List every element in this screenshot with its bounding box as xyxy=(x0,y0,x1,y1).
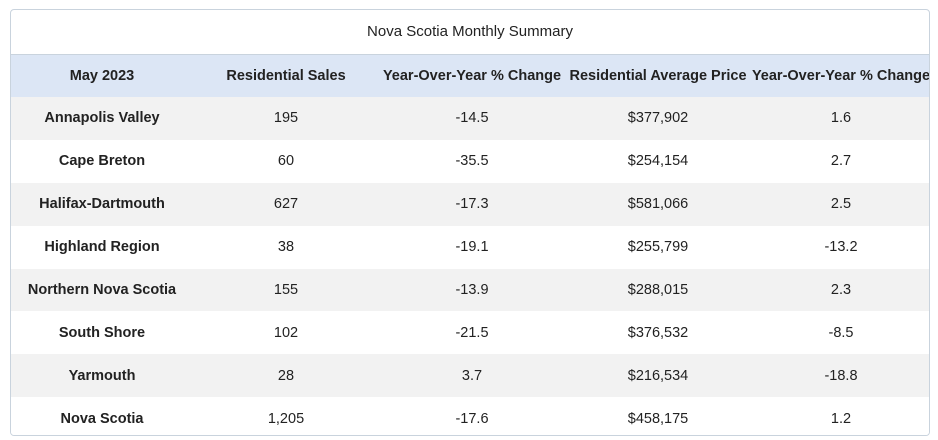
header-average-price: Residential Average Price xyxy=(565,55,751,97)
sales-yoy-cell: -21.5 xyxy=(379,311,565,355)
average-price-cell: $255,799 xyxy=(565,225,751,269)
price-yoy-cell: 2.7 xyxy=(751,139,929,183)
table-row-total: Nova Scotia 1,205 -17.6 $458,175 1.2 xyxy=(11,397,929,435)
table-row: Annapolis Valley 195 -14.5 $377,902 1.6 xyxy=(11,97,929,140)
price-yoy-cell: 1.6 xyxy=(751,97,929,140)
header-price-yoy-change: Year-Over-Year % Change xyxy=(751,55,929,97)
sales-yoy-cell: -35.5 xyxy=(379,139,565,183)
header-row: May 2023 Residential Sales Year-Over-Yea… xyxy=(11,55,929,97)
sales-yoy-cell: 3.7 xyxy=(379,354,565,398)
region-name: Northern Nova Scotia xyxy=(11,268,193,312)
header-period: May 2023 xyxy=(11,55,193,97)
table-row: South Shore 102 -21.5 $376,532 -8.5 xyxy=(11,311,929,355)
sales-yoy-cell: -17.6 xyxy=(379,397,565,435)
table-row: Halifax-Dartmouth 627 -17.3 $581,066 2.5 xyxy=(11,182,929,226)
table-row: Cape Breton 60 -35.5 $254,154 2.7 xyxy=(11,139,929,183)
sales-yoy-cell: -14.5 xyxy=(379,97,565,140)
residential-sales-cell: 195 xyxy=(193,97,379,140)
sales-yoy-cell: -13.9 xyxy=(379,268,565,312)
region-name: Nova Scotia xyxy=(11,397,193,435)
average-price-cell: $376,532 xyxy=(565,311,751,355)
price-yoy-cell: 2.3 xyxy=(751,268,929,312)
summary-table: May 2023 Residential Sales Year-Over-Yea… xyxy=(11,55,929,435)
average-price-cell: $581,066 xyxy=(565,182,751,226)
table-row: Highland Region 38 -19.1 $255,799 -13.2 xyxy=(11,225,929,269)
average-price-cell: $216,534 xyxy=(565,354,751,398)
residential-sales-cell: 38 xyxy=(193,225,379,269)
region-name: South Shore xyxy=(11,311,193,355)
price-yoy-cell: -8.5 xyxy=(751,311,929,355)
header-sales-yoy-change: Year-Over-Year % Change xyxy=(379,55,565,97)
region-name: Halifax-Dartmouth xyxy=(11,182,193,226)
residential-sales-cell: 627 xyxy=(193,182,379,226)
average-price-cell: $254,154 xyxy=(565,139,751,183)
average-price-cell: $377,902 xyxy=(565,97,751,140)
residential-sales-cell: 102 xyxy=(193,311,379,355)
average-price-cell: $288,015 xyxy=(565,268,751,312)
header-residential-sales: Residential Sales xyxy=(193,55,379,97)
price-yoy-cell: -18.8 xyxy=(751,354,929,398)
average-price-cell: $458,175 xyxy=(565,397,751,435)
residential-sales-cell: 60 xyxy=(193,139,379,183)
region-name: Cape Breton xyxy=(11,139,193,183)
residential-sales-cell: 155 xyxy=(193,268,379,312)
residential-sales-cell: 28 xyxy=(193,354,379,398)
region-name: Highland Region xyxy=(11,225,193,269)
price-yoy-cell: -13.2 xyxy=(751,225,929,269)
sales-yoy-cell: -19.1 xyxy=(379,225,565,269)
summary-table-container: Nova Scotia Monthly Summary May 2023 Res… xyxy=(10,9,930,436)
table-row: Northern Nova Scotia 155 -13.9 $288,015 … xyxy=(11,268,929,312)
price-yoy-cell: 2.5 xyxy=(751,182,929,226)
sales-yoy-cell: -17.3 xyxy=(379,182,565,226)
table-row: Yarmouth 28 3.7 $216,534 -18.8 xyxy=(11,354,929,398)
table-title: Nova Scotia Monthly Summary xyxy=(11,10,929,55)
region-name: Annapolis Valley xyxy=(11,97,193,140)
residential-sales-cell: 1,205 xyxy=(193,397,379,435)
price-yoy-cell: 1.2 xyxy=(751,397,929,435)
region-name: Yarmouth xyxy=(11,354,193,398)
